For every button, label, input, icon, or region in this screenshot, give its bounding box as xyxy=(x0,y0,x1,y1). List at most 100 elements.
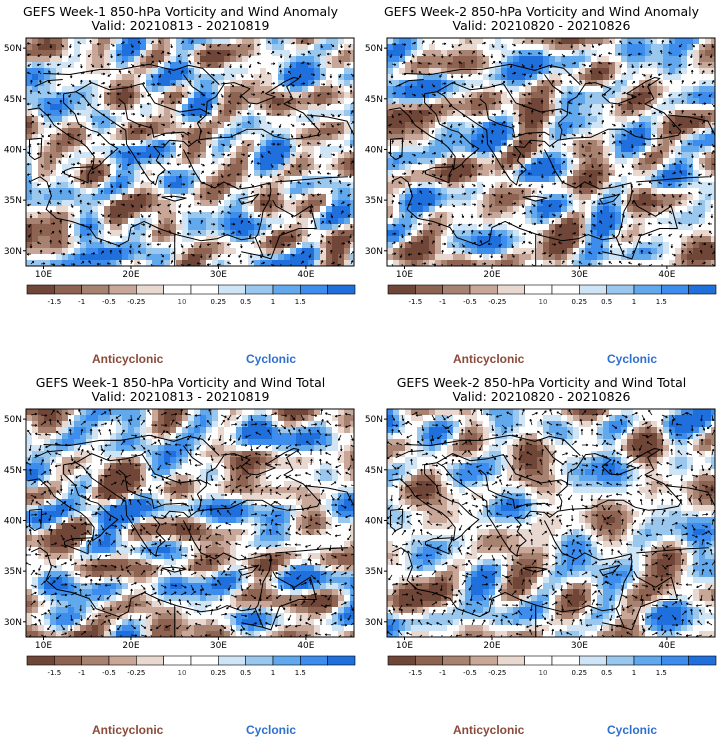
vorticity-cell xyxy=(705,110,712,117)
wind-arrow xyxy=(177,210,182,215)
vorticity-cell xyxy=(705,164,712,171)
vorticity-cell xyxy=(158,236,165,243)
vorticity-cell xyxy=(314,62,321,69)
vorticity-cell xyxy=(116,122,123,129)
vorticity-cell xyxy=(567,50,574,57)
vorticity-cell xyxy=(711,62,715,69)
vorticity-cell xyxy=(98,140,105,147)
wind-arrow xyxy=(77,241,82,245)
vorticity-cell xyxy=(110,56,117,63)
vorticity-cell xyxy=(495,92,502,99)
coastline xyxy=(161,195,187,202)
vorticity-cell xyxy=(531,74,538,81)
vorticity-cell xyxy=(50,104,57,111)
wind-arrow xyxy=(308,170,312,175)
wind-arrow xyxy=(339,59,342,65)
vorticity-cell xyxy=(555,80,562,87)
vorticity-cell xyxy=(549,194,556,201)
vorticity-cell xyxy=(116,260,123,266)
vorticity-cell xyxy=(639,74,646,81)
vorticity-cell xyxy=(308,152,315,159)
vorticity-cell xyxy=(465,206,472,213)
wind-arrow xyxy=(300,53,306,56)
wind-arrow xyxy=(107,73,112,77)
vorticity-cell xyxy=(98,38,105,45)
wind-arrow xyxy=(68,63,72,68)
wind-arrow xyxy=(210,81,215,85)
vorticity-cell xyxy=(254,158,261,165)
vorticity-cell xyxy=(26,128,33,135)
vorticity-cell xyxy=(284,122,291,129)
vorticity-cell xyxy=(507,200,514,207)
vorticity-cell xyxy=(549,206,556,213)
wind-arrow xyxy=(319,153,322,159)
vorticity-cell xyxy=(489,92,496,99)
vorticity-cell xyxy=(585,50,592,57)
vorticity-cell xyxy=(50,62,57,69)
vorticity-cell xyxy=(585,164,592,171)
vorticity-cell xyxy=(501,128,508,135)
wind-arrow xyxy=(56,132,61,136)
vorticity-cell xyxy=(513,236,520,243)
vorticity-cell xyxy=(272,110,279,117)
wind-arrow xyxy=(188,60,192,65)
vorticity-cell xyxy=(206,194,213,201)
vorticity-cell xyxy=(236,62,243,69)
vorticity-cell xyxy=(513,146,520,153)
wind-arrow xyxy=(140,139,143,145)
vorticity-cell xyxy=(92,212,99,219)
vorticity-cell xyxy=(681,158,688,165)
vorticity-cell xyxy=(206,134,213,141)
vorticity-cell xyxy=(585,68,592,75)
vorticity-cell xyxy=(393,92,400,99)
vorticity-cell xyxy=(74,158,81,165)
vorticity-cell xyxy=(513,194,520,201)
vorticity-cell xyxy=(146,50,153,57)
vorticity-cell xyxy=(104,194,111,201)
vorticity-cell xyxy=(218,68,225,75)
vorticity-cell xyxy=(459,206,466,213)
vorticity-cell xyxy=(447,176,454,183)
vorticity-cell xyxy=(453,98,460,105)
vorticity-cell xyxy=(597,74,604,81)
vorticity-cell xyxy=(471,158,478,165)
wind-arrow xyxy=(100,189,103,195)
vorticity-cell xyxy=(194,146,201,153)
vorticity-cell xyxy=(567,188,574,195)
vorticity-cell xyxy=(194,140,201,147)
vorticity-cell xyxy=(621,236,628,243)
vorticity-cell xyxy=(134,56,141,63)
wind-arrow xyxy=(250,260,254,265)
vorticity-cell xyxy=(80,50,87,57)
vorticity-cell xyxy=(417,218,424,225)
vorticity-cell xyxy=(705,248,712,255)
vorticity-cell xyxy=(477,62,484,69)
vorticity-cell xyxy=(44,176,51,183)
vorticity-cell xyxy=(26,218,33,225)
vorticity-cell xyxy=(519,152,526,159)
vorticity-cell xyxy=(338,98,345,105)
vorticity-cell xyxy=(501,260,508,266)
vorticity-cell xyxy=(110,230,117,237)
vorticity-cell xyxy=(236,200,243,207)
vorticity-cell xyxy=(435,200,442,207)
vorticity-cell xyxy=(531,152,538,159)
wind-arrow xyxy=(86,233,92,236)
vorticity-cell xyxy=(32,188,39,195)
vorticity-cell xyxy=(266,74,273,81)
vorticity-cell xyxy=(164,122,171,129)
vorticity-cell xyxy=(68,56,75,63)
vorticity-cell xyxy=(417,68,424,75)
vorticity-cell xyxy=(471,254,478,261)
wind-arrow xyxy=(217,121,222,125)
vorticity-cell xyxy=(92,92,99,99)
vorticity-cell xyxy=(254,110,261,117)
vorticity-cell xyxy=(447,110,454,117)
vorticity-cell xyxy=(621,68,628,75)
vorticity-cell xyxy=(104,212,111,219)
wind-arrow xyxy=(188,69,192,75)
vorticity-cell xyxy=(555,182,562,189)
vorticity-cell xyxy=(615,254,622,261)
vorticity-cell xyxy=(98,146,105,153)
vorticity-cell xyxy=(152,260,159,266)
